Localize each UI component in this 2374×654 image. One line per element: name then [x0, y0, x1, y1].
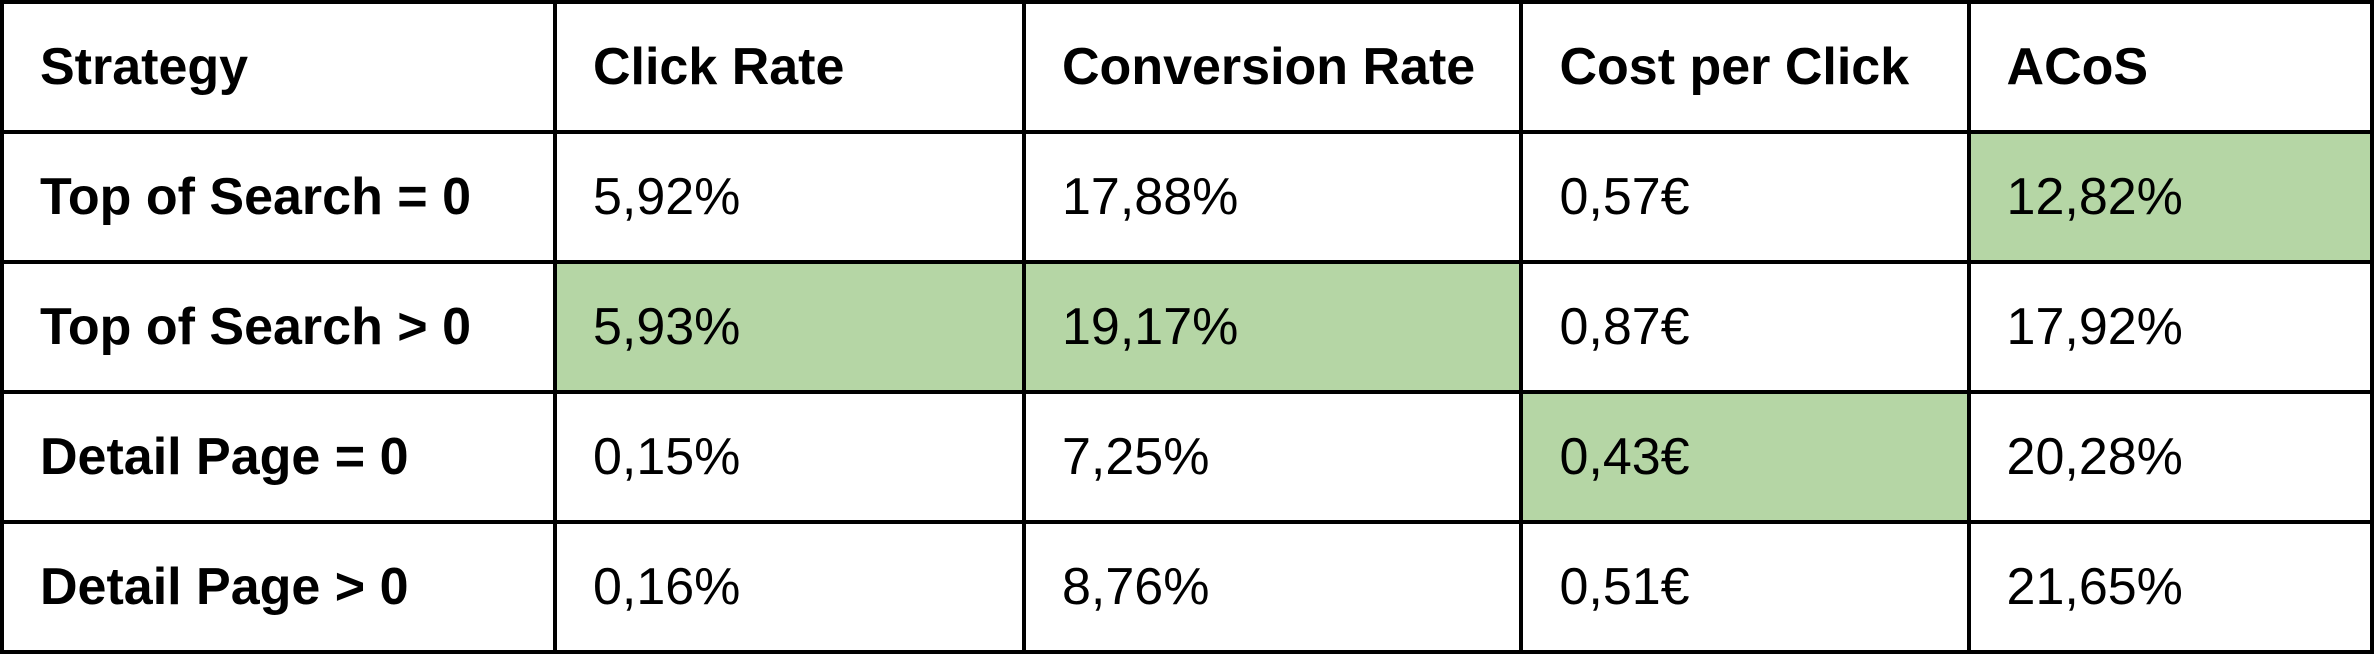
row-label: Detail Page = 0: [2, 392, 555, 522]
strategy-metrics-table: Strategy Click Rate Conversion Rate Cost…: [0, 0, 2374, 654]
table-row: Detail Page = 00,15%7,25%0,43€20,28%: [2, 392, 2372, 522]
cell-cost_per_click: 0,51€: [1521, 522, 1968, 652]
cell-acos: 20,28%: [1969, 392, 2372, 522]
cell-click_rate: 5,92%: [555, 132, 1024, 262]
row-label: Top of Search > 0: [2, 262, 555, 392]
column-header-acos: ACoS: [1969, 2, 2372, 132]
table-row: Top of Search > 05,93%19,17%0,87€17,92%: [2, 262, 2372, 392]
cell-click_rate: 5,93%: [555, 262, 1024, 392]
row-label: Detail Page > 0: [2, 522, 555, 652]
row-label: Top of Search = 0: [2, 132, 555, 262]
cell-acos: 12,82%: [1969, 132, 2372, 262]
cell-conversion_rate: 17,88%: [1024, 132, 1521, 262]
cell-conversion_rate: 8,76%: [1024, 522, 1521, 652]
cell-cost_per_click: 0,43€: [1521, 392, 1968, 522]
cell-conversion_rate: 19,17%: [1024, 262, 1521, 392]
table-row: Detail Page > 00,16%8,76%0,51€21,65%: [2, 522, 2372, 652]
column-header-conversion-rate: Conversion Rate: [1024, 2, 1521, 132]
cell-click_rate: 0,16%: [555, 522, 1024, 652]
column-header-click-rate: Click Rate: [555, 2, 1024, 132]
column-header-strategy: Strategy: [2, 2, 555, 132]
cell-acos: 21,65%: [1969, 522, 2372, 652]
table-row: Top of Search = 05,92%17,88%0,57€12,82%: [2, 132, 2372, 262]
cell-cost_per_click: 0,87€: [1521, 262, 1968, 392]
cell-acos: 17,92%: [1969, 262, 2372, 392]
column-header-cost-per-click: Cost per Click: [1521, 2, 1968, 132]
table-body: Top of Search = 05,92%17,88%0,57€12,82%T…: [2, 132, 2372, 652]
cell-conversion_rate: 7,25%: [1024, 392, 1521, 522]
table-header-row: Strategy Click Rate Conversion Rate Cost…: [2, 2, 2372, 132]
cell-cost_per_click: 0,57€: [1521, 132, 1968, 262]
cell-click_rate: 0,15%: [555, 392, 1024, 522]
